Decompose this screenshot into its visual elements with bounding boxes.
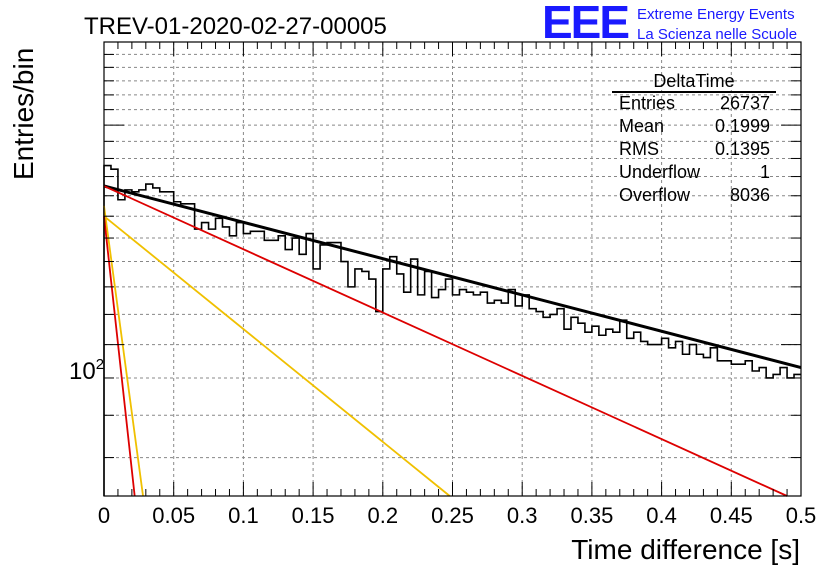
x-tick-label: 0.4 xyxy=(646,503,677,528)
stats-label: Mean xyxy=(619,116,664,136)
x-tick-label: 0.1 xyxy=(228,503,259,528)
stats-value: 0.1395 xyxy=(715,139,770,159)
x-tick-label: 0.3 xyxy=(507,503,538,528)
fit-lines xyxy=(103,184,802,497)
x-tick-label: 0.5 xyxy=(786,503,817,528)
y-tick-label: 102 xyxy=(69,356,104,385)
stats-value: 0.1999 xyxy=(715,116,770,136)
stats-label: Entries xyxy=(619,93,675,113)
axis-ticks xyxy=(103,42,802,496)
grid xyxy=(104,42,801,496)
x-tick-label: 0.45 xyxy=(710,503,753,528)
x-tick-label: 0.15 xyxy=(292,503,335,528)
logo-line-2: La Scienza nelle Scuole xyxy=(637,26,797,43)
eee-logo-mark: EEE xyxy=(542,0,628,48)
x-tick-label: 0.35 xyxy=(570,503,613,528)
logo-line-1: Extreme Energy Events xyxy=(637,6,795,23)
stats-value: 8036 xyxy=(730,185,770,205)
stats-label: RMS xyxy=(619,139,659,159)
stats-label: Underflow xyxy=(619,162,701,182)
x-tick-label: 0.25 xyxy=(431,503,474,528)
x-tick-label: 0.2 xyxy=(368,503,399,528)
stats-label: Overflow xyxy=(619,185,691,205)
chart-title: TREV-01-2020-02-27-00005 xyxy=(84,13,387,40)
stats-title: DeltaTime xyxy=(653,71,734,91)
fit-component-line xyxy=(103,215,451,497)
x-axis-label: Time difference [s] xyxy=(571,534,800,565)
total-fit-line xyxy=(103,184,802,370)
fit-component-line xyxy=(103,205,144,497)
x-tick-labels: 0 0.05 0.1 0.15 0.2 0.25 0.3 0.35 0.4 0.45 0.5 xyxy=(98,503,816,528)
x-tick-label: 0 xyxy=(98,503,110,528)
stats-value: 1 xyxy=(760,162,770,182)
fit-component-line xyxy=(103,216,136,497)
stats-box: DeltaTime Entries 26737 Mean 0.1999 RMS 0.139… xyxy=(612,71,776,205)
stats-value: 26737 xyxy=(720,93,770,113)
x-tick-label: 0.05 xyxy=(152,503,195,528)
fit-component-line xyxy=(103,185,788,497)
y-axis-label: Entries/bin xyxy=(8,48,39,180)
